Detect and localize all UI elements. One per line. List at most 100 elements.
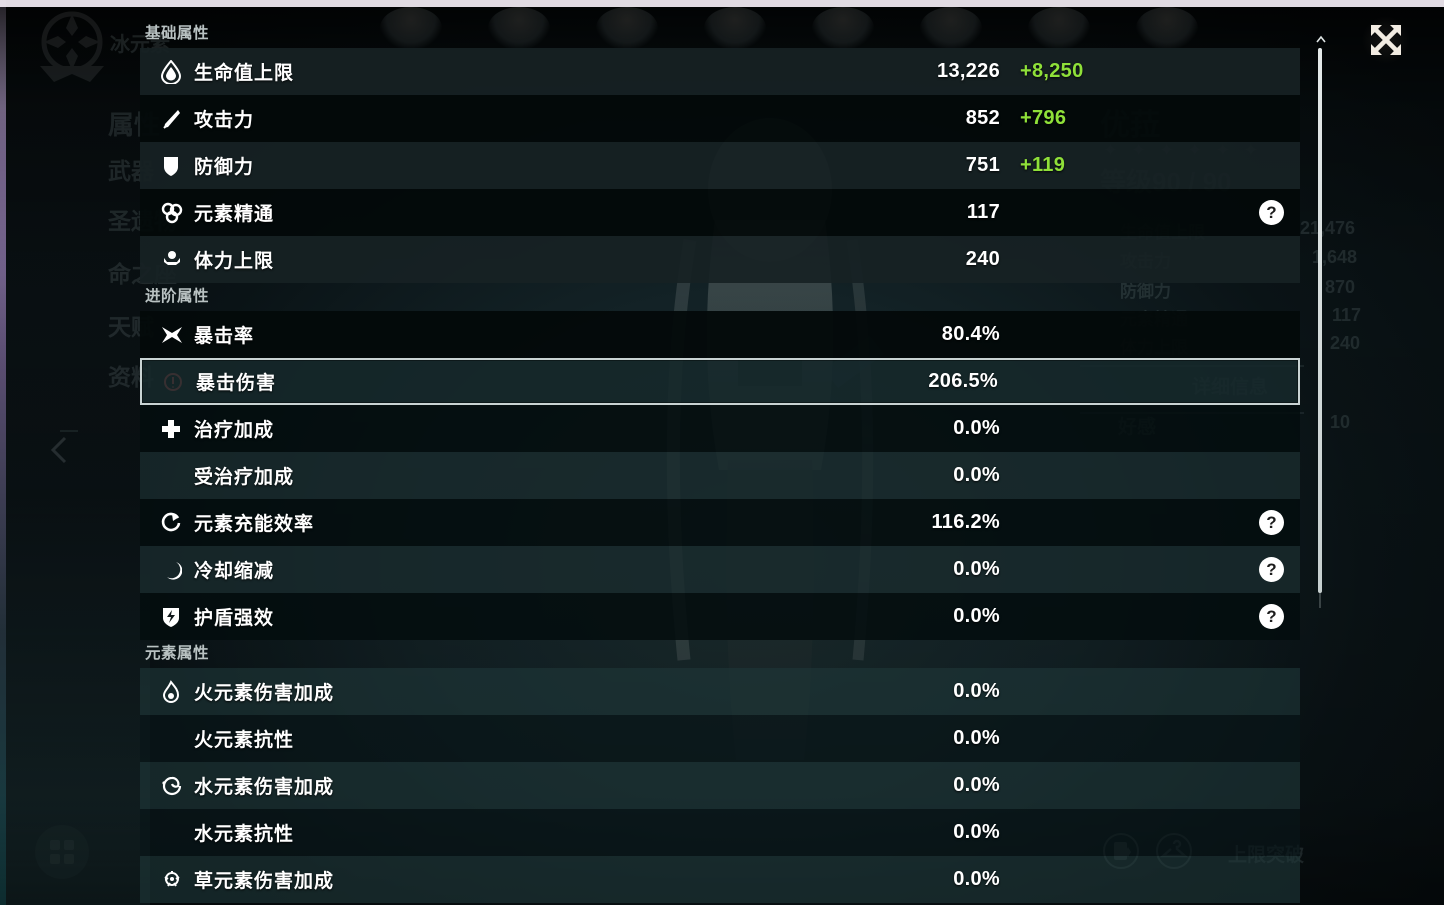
stat-row-cooldown-reduction[interactable]: 冷却缩减 0.0% ? [140, 546, 1300, 593]
stat-label: 治疗加成 [194, 420, 275, 441]
crit-rate-icon [160, 322, 194, 348]
grid-icon[interactable] [34, 824, 90, 880]
energy-recharge-icon [160, 510, 194, 536]
stat-label: 元素充能效率 [194, 514, 315, 535]
section-title-advanced: 进阶属性 [145, 288, 210, 305]
stat-row-defense[interactable]: 防御力 751 +119 [140, 142, 1300, 189]
section-title-base: 基础属性 [145, 25, 210, 42]
stat-label: 生命值上限 [194, 63, 295, 84]
avatar [812, 7, 874, 49]
stat-value: 80.4% [941, 323, 1000, 345]
stat-label: 草元素伤害加成 [194, 871, 335, 892]
stat-label: 暴击伤害 [196, 373, 277, 394]
hp-drop-icon [160, 59, 194, 85]
stat-value: 0.0% [953, 774, 1000, 796]
stat-label: 火元素伤害加成 [194, 683, 335, 704]
stat-label: 火元素抗性 [194, 730, 295, 751]
avatar [488, 7, 550, 49]
stat-row-max-hp[interactable]: 生命值上限 13,226 +8,250 [140, 48, 1300, 95]
bg-summary-value-1: 1,648 [1312, 247, 1358, 267]
stat-row-max-stamina[interactable]: 体力上限 240 [140, 236, 1300, 283]
avatar [920, 7, 982, 49]
bg-summary-value-2: 870 [1325, 277, 1356, 297]
stat-row-incoming-healing-bonus[interactable]: 受治疗加成 0.0% [140, 452, 1300, 499]
hydro-icon [160, 773, 194, 799]
stat-bonus: +796 [1020, 107, 1067, 129]
pyro-icon [160, 679, 194, 705]
stat-value: 0.0% [953, 680, 1000, 702]
stat-value: 0.0% [953, 821, 1000, 843]
avatar [1136, 7, 1198, 49]
stat-row-shield-strength[interactable]: 护盾强效 0.0% ? [140, 593, 1300, 640]
stat-value: 240 [965, 248, 1000, 270]
stat-row-hydro-res[interactable]: 水元素抗性 0.0% [140, 809, 1300, 856]
stat-label: 体力上限 [194, 251, 275, 272]
defense-shield-icon [160, 153, 194, 179]
stat-value: 0.0% [953, 727, 1000, 749]
stat-value: 0.0% [953, 464, 1000, 486]
close-button[interactable] [1362, 16, 1410, 64]
stat-label: 元素精通 [194, 204, 275, 225]
stat-bonus: +119 [1020, 154, 1066, 176]
stat-row-crit-damage[interactable]: 暴击伤害 206.5% [140, 358, 1300, 405]
element-emblem-icon [40, 11, 104, 82]
avatar [380, 7, 442, 49]
stat-value: 117 [966, 201, 1000, 223]
prev-page-arrow-icon[interactable] [45, 430, 75, 470]
stat-value: 13,226 [937, 60, 1000, 82]
stat-row-pyro-dmg-bonus[interactable]: 火元素伤害加成 0.0% [140, 668, 1300, 715]
bg-nav-divider [60, 430, 78, 432]
avatar [596, 7, 658, 49]
stat-row-healing-bonus[interactable]: 治疗加成 0.0% [140, 405, 1300, 452]
bg-summary-label-2: 防御力 [1120, 282, 1171, 301]
stat-value: 0.0% [953, 558, 1000, 580]
bg-summary-value-4: 240 [1330, 333, 1361, 353]
help-icon[interactable]: ? [1259, 557, 1284, 582]
dendro-icon [160, 867, 194, 893]
stat-label: 受治疗加成 [194, 467, 295, 488]
bg-summary-value-3: 117 [1332, 305, 1362, 325]
stat-row-energy-recharge[interactable]: 元素充能效率 116.2% ? [140, 499, 1300, 546]
elemental-mastery-icon [160, 200, 194, 226]
chevron-up-icon[interactable] [1316, 34, 1326, 46]
help-icon[interactable]: ? [1259, 200, 1284, 225]
help-icon[interactable]: ? [1259, 510, 1284, 535]
stamina-icon [160, 247, 194, 273]
stat-value: 0.0% [953, 417, 1000, 439]
avatar [1028, 7, 1090, 49]
stat-label: 攻击力 [194, 110, 255, 131]
stat-label: 冷却缩减 [194, 561, 275, 582]
no-icon [160, 820, 194, 846]
stat-value: 852 [965, 107, 1000, 129]
stat-label: 暴击率 [194, 326, 255, 347]
bg-affinity-value: 10 [1330, 412, 1351, 432]
avatar [704, 7, 766, 49]
stat-value: 0.0% [953, 868, 1000, 890]
cooldown-icon [160, 557, 194, 583]
stat-row-hydro-dmg-bonus[interactable]: 水元素伤害加成 0.0% [140, 762, 1300, 809]
no-icon [160, 463, 194, 489]
stat-label: 护盾强效 [194, 608, 275, 629]
stat-row-attack[interactable]: 攻击力 852 +796 [140, 95, 1300, 142]
bg-summary-value-0: 21,476 [1300, 218, 1356, 238]
stat-label: 水元素伤害加成 [194, 777, 335, 798]
party-avatar-row [380, 7, 1440, 49]
no-icon [160, 726, 194, 752]
character-attributes-panel: 基础属性 生命值上限 13,226 +8,250 攻击力 852 +796 防御… [140, 20, 1300, 905]
stat-value: 0.0% [953, 605, 1000, 627]
close-expand-icon[interactable] [1367, 21, 1405, 59]
stat-label: 水元素抗性 [194, 824, 295, 845]
stat-label: 防御力 [194, 157, 255, 178]
stat-value: 751 [965, 154, 1000, 176]
crit-dmg-icon [162, 369, 196, 395]
help-icon[interactable]: ? [1259, 604, 1284, 629]
stat-row-crit-rate[interactable]: 暴击率 80.4% [140, 311, 1300, 358]
scrollbar-thumb[interactable] [1318, 48, 1322, 593]
healing-bonus-icon [160, 416, 194, 442]
stat-value: 116.2% [931, 511, 1000, 533]
panel-scrollbar[interactable] [1316, 34, 1326, 614]
stat-row-pyro-res[interactable]: 火元素抗性 0.0% [140, 715, 1300, 762]
top-highlight-strip [0, 0, 1444, 7]
stat-row-elemental-mastery[interactable]: 元素精通 117 ? [140, 189, 1300, 236]
stat-row-dendro-dmg-bonus[interactable]: 草元素伤害加成 0.0% [140, 856, 1300, 903]
